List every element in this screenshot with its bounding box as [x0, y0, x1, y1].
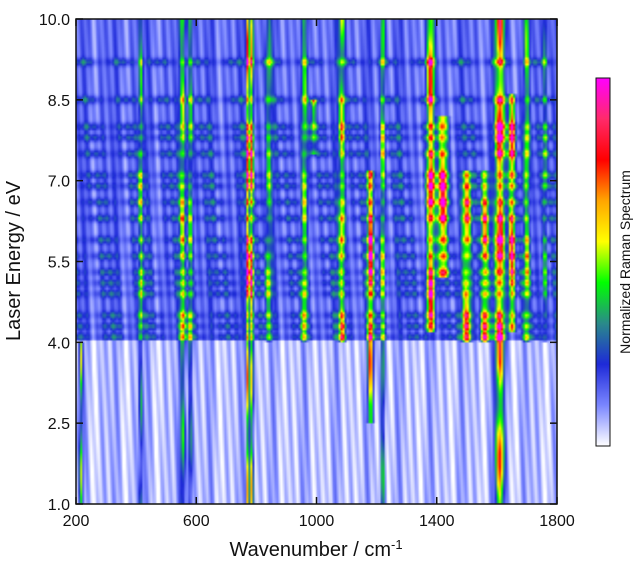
y-tick-label: 4.0 — [48, 335, 70, 352]
y-tick-label: 5.5 — [48, 255, 70, 272]
y-tick-label: 8.5 — [48, 93, 70, 110]
y-tick-label: 2.5 — [48, 416, 70, 433]
x-tick-label: 200 — [63, 513, 90, 530]
y-tick-label: 1.0 — [48, 497, 70, 514]
x-tick-label: 600 — [183, 513, 210, 530]
colorbar-title: Normalized Raman Spectrum — [617, 170, 633, 354]
x-tick-label: 1000 — [299, 513, 335, 530]
x-tick-label: 1800 — [539, 513, 575, 530]
y-axis-ticks: 1.0 2.5 4.0 5.5 7.0 8.5 10.0 — [39, 12, 557, 514]
x-axis-title: Wavenumber / cm-1 — [229, 537, 402, 561]
x-tick-label: 1400 — [419, 513, 455, 530]
heatmap-image — [76, 19, 557, 504]
y-tick-label: 7.0 — [48, 174, 70, 191]
y-tick-label: 10.0 — [39, 12, 70, 29]
x-axis-ticks: 200 600 1000 1400 1800 — [63, 19, 575, 530]
y-axis-title: Laser Energy / eV — [3, 180, 25, 341]
colorbar — [595, 77, 611, 447]
